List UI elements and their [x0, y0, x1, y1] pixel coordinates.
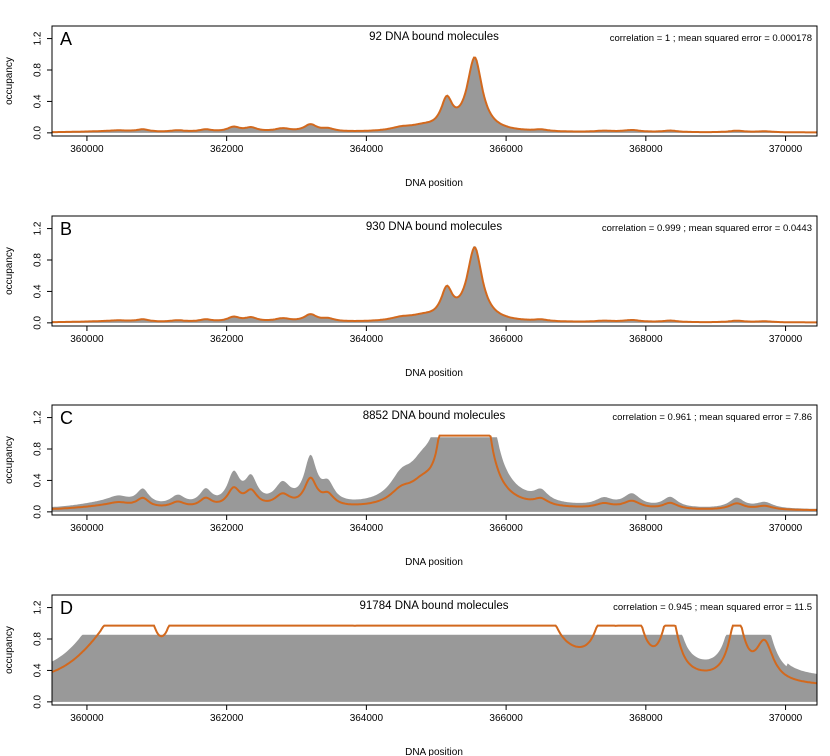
y-tick-label: 1.2: [33, 31, 44, 45]
x-tick-label: 366000: [489, 334, 523, 345]
y-tick-label: 1.2: [33, 221, 44, 235]
panel-stats: correlation = 0.945 ; mean squared error…: [613, 602, 812, 613]
x-tick-label: 370000: [769, 334, 803, 345]
panel-title: 8852 DNA bound molecules: [363, 410, 506, 422]
panel-stats: correlation = 0.999 ; mean squared error…: [602, 223, 812, 234]
x-tick-label: 360000: [70, 144, 104, 155]
panel-title: 930 DNA bound molecules: [366, 221, 502, 233]
panel-a: 360000 362000 364000 366000 368000 370000 0.0 0…: [4, 25, 818, 189]
panel-d: 360000 362000 364000 366000 368000 370000 0.0 0…: [4, 594, 818, 756]
series-line: [52, 56, 817, 134]
y-tick-label: 0.4: [33, 284, 44, 298]
x-tick-label: 360000: [70, 713, 104, 724]
fill-area: [52, 634, 817, 702]
x-axis-label: DNA position: [405, 747, 463, 756]
x-axis-label: DNA position: [405, 178, 463, 189]
plot-frame: [51, 25, 818, 137]
x-tick-label: 370000: [769, 713, 803, 724]
y-tick-label: 0.0: [33, 694, 44, 708]
plot-frame: [51, 594, 818, 706]
panel-stats: correlation = 0.961 ; mean squared error…: [612, 412, 812, 423]
series-line: [52, 246, 817, 324]
y-tick-label: 0.8: [33, 632, 44, 646]
x-tick-label: 370000: [769, 523, 803, 534]
x-tick-label: 368000: [629, 713, 663, 724]
x-tick-label: 370000: [769, 144, 803, 155]
plot-frame: [51, 215, 818, 327]
panel-label: D: [60, 598, 73, 618]
x-tick-label: 366000: [489, 144, 523, 155]
panel-label: B: [60, 219, 72, 239]
y-axis-label: occupancy: [4, 57, 15, 105]
x-tick-label: 364000: [350, 144, 384, 155]
panel-title: 92 DNA bound molecules: [369, 31, 499, 43]
y-tick-label: 0.8: [33, 442, 44, 456]
y-tick-label: 0.8: [33, 63, 44, 77]
y-tick-label: 0.8: [33, 253, 44, 267]
y-tick-label: 0.0: [33, 315, 44, 329]
panel-label: A: [60, 29, 72, 49]
x-axis-label: DNA position: [405, 557, 463, 568]
x-tick-label: 362000: [210, 523, 244, 534]
y-tick-label: 0.4: [33, 94, 44, 108]
x-tick-label: 364000: [350, 713, 384, 724]
panel-stats: correlation = 1 ; mean squared error = 0…: [610, 33, 812, 44]
y-axis-label: occupancy: [4, 436, 15, 484]
x-tick-label: 362000: [210, 144, 244, 155]
x-tick-label: 368000: [629, 523, 663, 534]
x-tick-label: 368000: [629, 144, 663, 155]
y-tick-label: 1.2: [33, 410, 44, 424]
x-tick-label: 368000: [629, 334, 663, 345]
panel-label: C: [60, 408, 73, 428]
panel-b: 360000 362000 364000 366000 368000 370000 0.0 0…: [4, 215, 818, 379]
series-line: [52, 434, 817, 511]
x-tick-label: 360000: [70, 523, 104, 534]
x-tick-label: 360000: [70, 334, 104, 345]
panel-c: 360000 362000 364000 366000 368000 370000 0.0 0…: [4, 404, 818, 568]
x-axis-label: DNA position: [405, 368, 463, 379]
x-tick-label: 364000: [350, 334, 384, 345]
y-tick-label: 0.4: [33, 473, 44, 487]
x-tick-label: 364000: [350, 523, 384, 534]
x-tick-label: 366000: [489, 523, 523, 534]
x-tick-label: 362000: [210, 334, 244, 345]
series-line: [51, 624, 818, 685]
x-tick-label: 366000: [489, 713, 523, 724]
y-tick-label: 1.2: [33, 600, 44, 614]
y-tick-label: 0.0: [33, 504, 44, 518]
x-tick-label: 362000: [210, 713, 244, 724]
panel-title: 91784 DNA bound molecules: [360, 600, 509, 612]
y-axis-label: occupancy: [4, 247, 15, 295]
y-tick-label: 0.4: [33, 663, 44, 677]
y-tick-label: 0.0: [33, 125, 44, 139]
plot-frame: [51, 404, 818, 516]
y-axis-label: occupancy: [4, 626, 15, 674]
